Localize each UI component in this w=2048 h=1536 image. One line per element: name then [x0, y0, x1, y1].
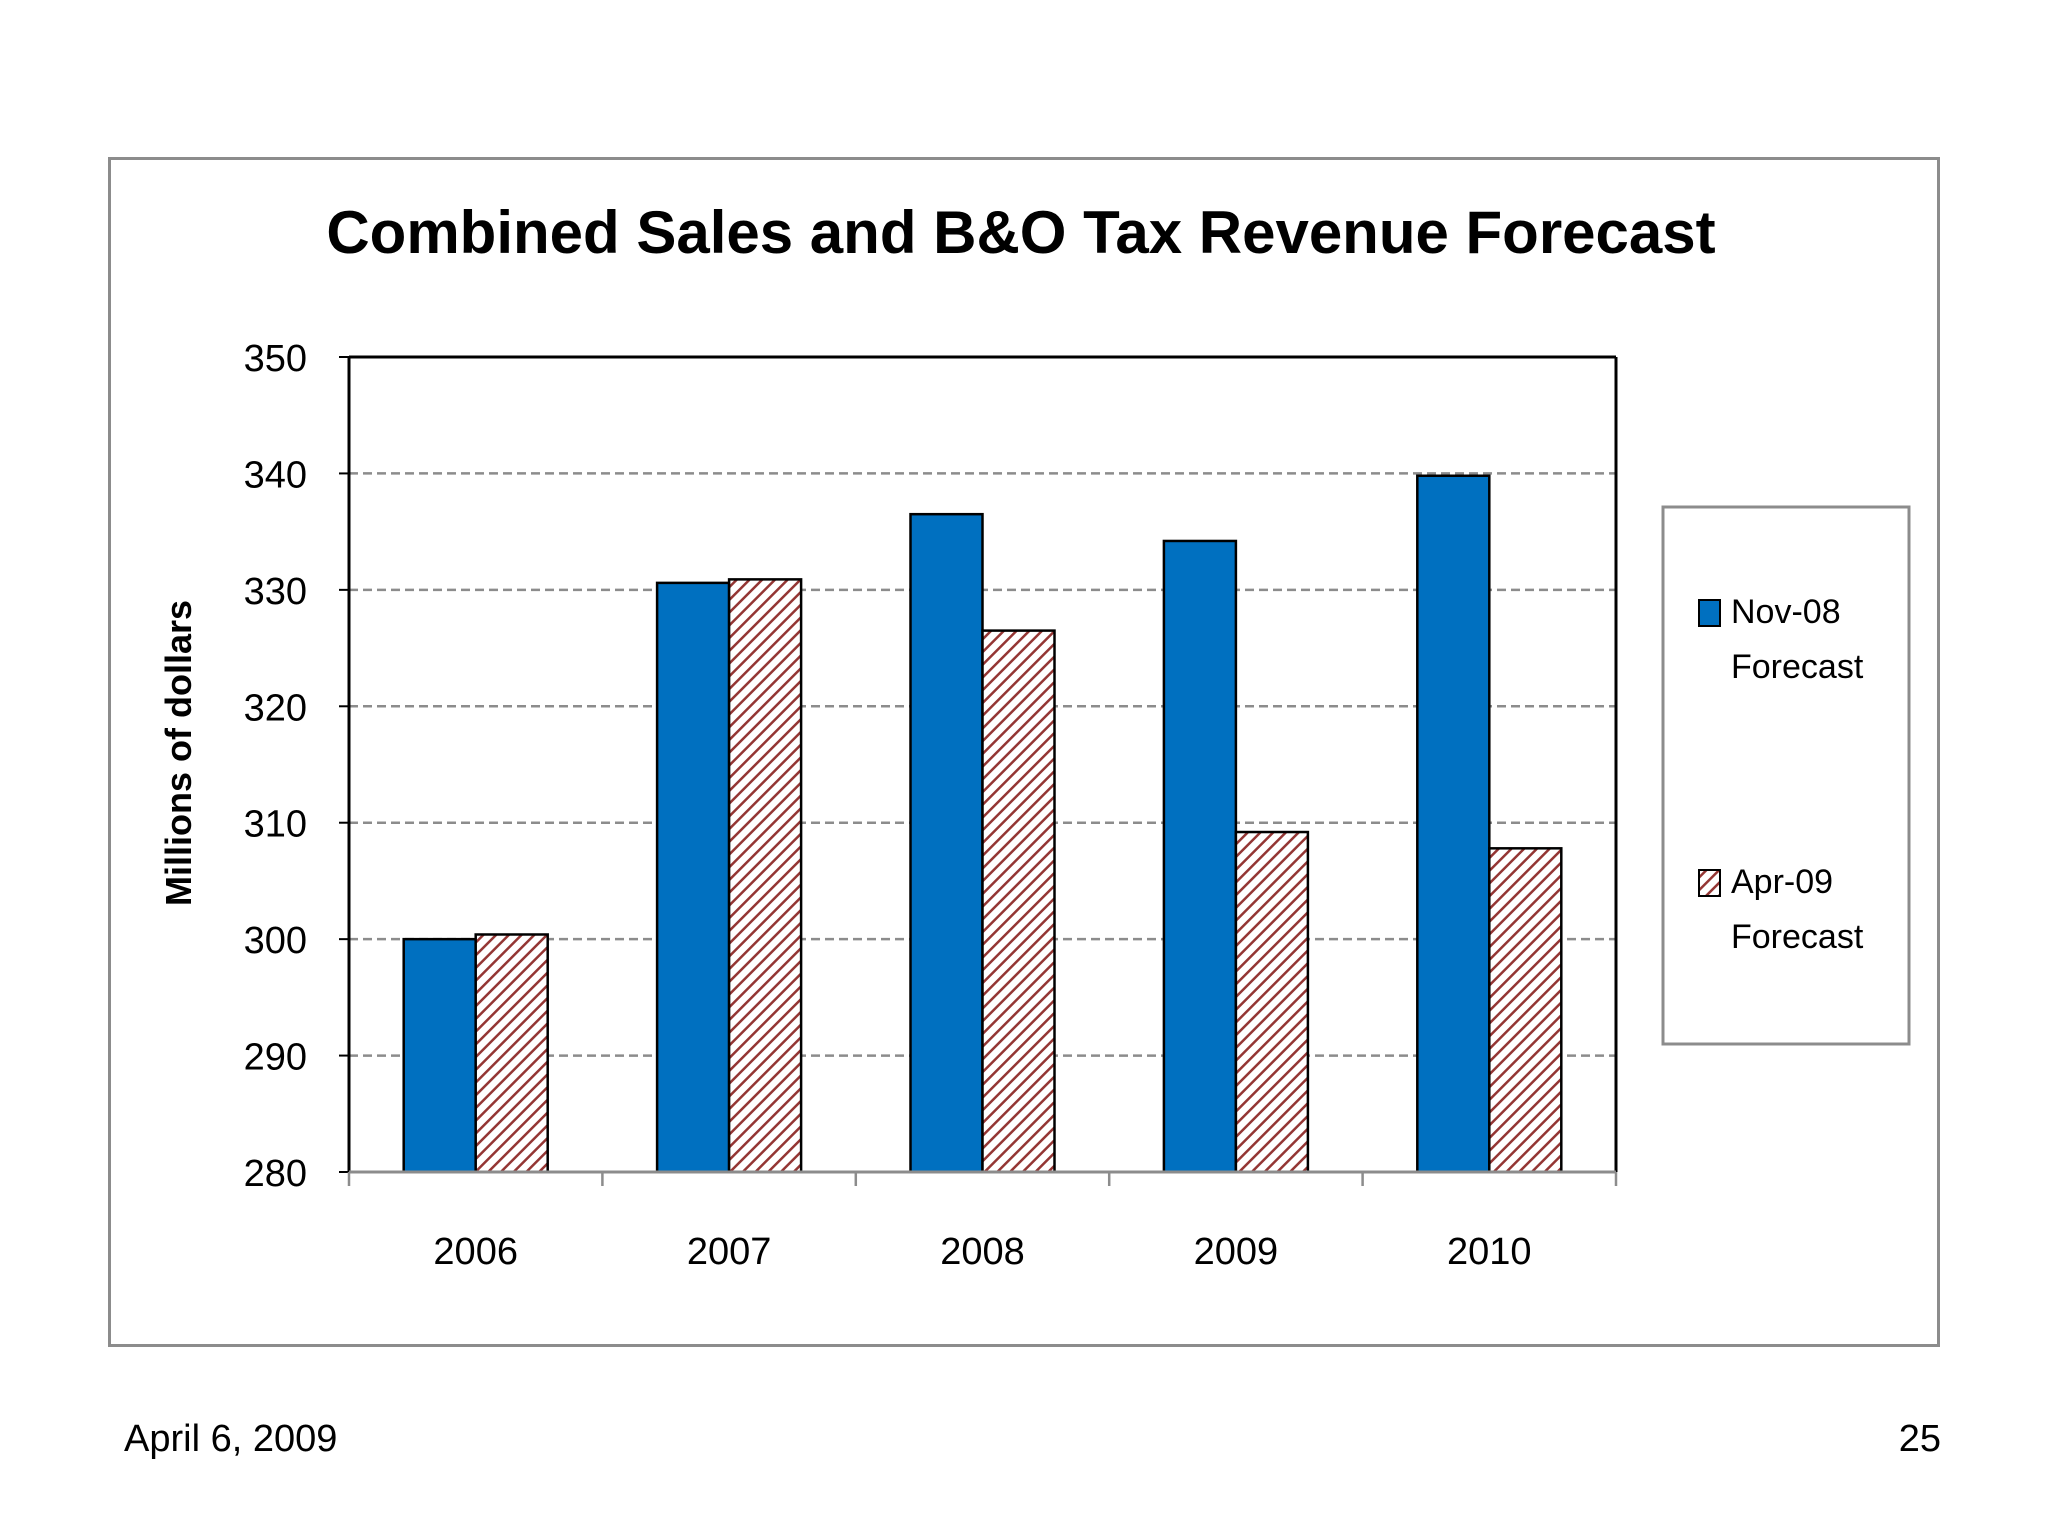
- x-tick-label: 2010: [1447, 1231, 1532, 1273]
- page-number: 25: [1898, 1418, 1941, 1460]
- bars: [402, 474, 1563, 1174]
- bar-nov08-2006: [402, 937, 477, 1174]
- x-tick-label: 2007: [687, 1231, 772, 1273]
- bar-apr09-2008: [981, 629, 1056, 1174]
- y-tick-label: 310: [244, 804, 307, 846]
- footer-date: April 6, 2009: [124, 1418, 338, 1460]
- axes: 280 290 300 310 320 330 340 350 2006 2007 2008 2009…: [244, 338, 1618, 1273]
- chart-frame: Combined Sales and B&O Tax Revenue Forec…: [108, 157, 1940, 1347]
- legend-label-apr09-line2: Forecast: [1731, 918, 1864, 956]
- legend-box: [1661, 505, 1911, 1046]
- x-tick-label: 2008: [940, 1231, 1025, 1273]
- y-tick-label: 290: [244, 1037, 307, 1079]
- legend-label-nov08-line1: Nov-08: [1731, 593, 1841, 631]
- y-tick-label: 280: [244, 1153, 307, 1195]
- chart-title: Combined Sales and B&O Tax Revenue Forec…: [326, 199, 1715, 266]
- y-tick-label: 350: [244, 338, 307, 380]
- legend-swatch-nov08: [1698, 599, 1721, 627]
- y-tick-label: 320: [244, 687, 307, 729]
- bar-nov08-2007: [655, 581, 731, 1174]
- y-tick-label: 330: [244, 571, 307, 613]
- bar-nov08-2008: [909, 512, 984, 1174]
- y-axis-label: Millions of dollars: [158, 600, 199, 906]
- legend-swatch-apr09: [1698, 869, 1721, 897]
- bar-apr09-2009: [1234, 830, 1310, 1174]
- legend-label-nov08-line2: Forecast: [1731, 648, 1864, 686]
- legend-label-apr09-line1: Apr-09: [1731, 863, 1833, 901]
- y-tick-label: 300: [244, 920, 307, 962]
- bar-apr09-2006: [474, 933, 549, 1174]
- y-tick-label: 340: [244, 454, 307, 496]
- bar-apr09-2010: [1488, 847, 1563, 1174]
- bar-nov08-2009: [1162, 539, 1238, 1174]
- bar-nov08-2010: [1416, 474, 1491, 1174]
- legend: Nov-08 Forecast Apr-09 Forecast: [1661, 505, 1911, 1046]
- bar-chart: Combined Sales and B&O Tax Revenue Forec…: [158, 199, 1911, 1273]
- bar-apr09-2007: [727, 578, 803, 1174]
- x-tick-label: 2006: [433, 1231, 518, 1273]
- x-tick-label: 2009: [1194, 1231, 1279, 1273]
